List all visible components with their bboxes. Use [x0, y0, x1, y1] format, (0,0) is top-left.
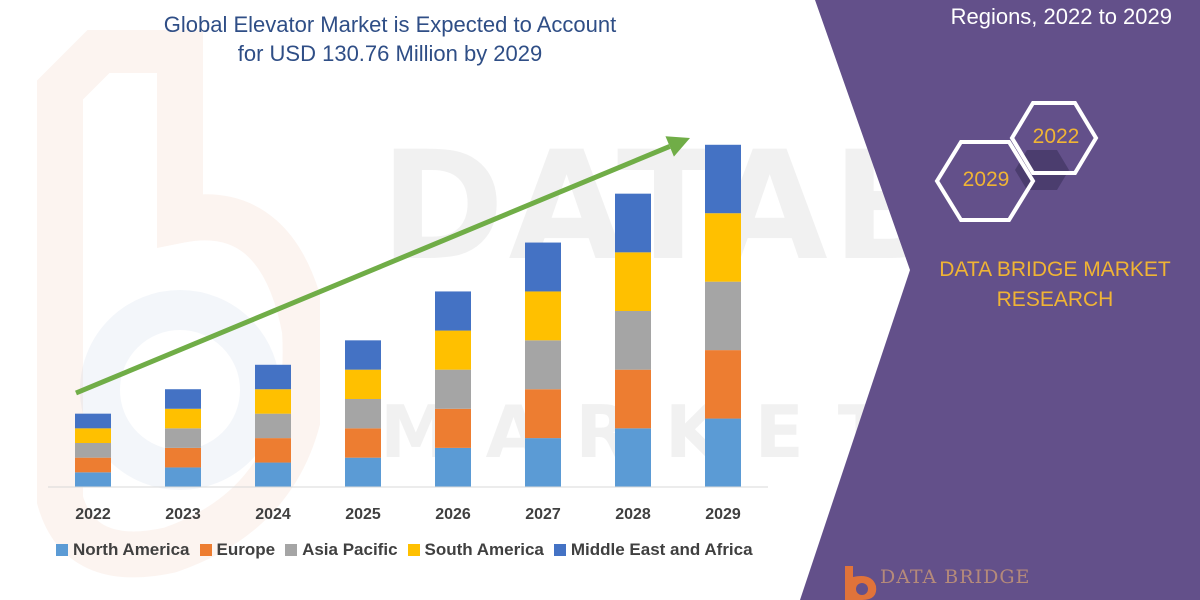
bar-2026-middle-east-and-africa: [435, 291, 471, 331]
bar-2028-asia-pacific: [615, 311, 651, 370]
bar-2028-south-america: [615, 252, 651, 311]
bar-2024-middle-east-and-africa: [255, 364, 291, 390]
bar-2029-europe: [705, 350, 741, 419]
bar-2028-middle-east-and-africa: [615, 193, 651, 253]
legend-item-asia-pacific: Asia Pacific: [285, 540, 398, 560]
bar-2026-europe: [435, 408, 471, 448]
bar-2027-middle-east-and-africa: [525, 242, 561, 292]
trend-arrow-layer: [75, 136, 690, 396]
bar-2026-asia-pacific: [435, 369, 471, 409]
bar-2029-asia-pacific: [705, 281, 741, 351]
legend-swatch: [285, 544, 298, 556]
bar-2025-europe: [345, 428, 381, 458]
hexagon-2022-shape: [1009, 101, 1099, 175]
bar-2028-europe: [615, 369, 651, 429]
legend-item-europe: Europe: [199, 540, 276, 560]
x-tick-2028: 2028: [615, 506, 651, 523]
x-tick-2023: 2023: [165, 506, 201, 523]
trend-arrow-line: [75, 144, 671, 396]
x-tick-2022: 2022: [75, 506, 111, 523]
bar-2027-south-america: [525, 291, 561, 341]
legend-label: North America: [73, 540, 190, 559]
bar-2025-asia-pacific: [345, 399, 381, 429]
bar-2023-europe: [165, 447, 201, 468]
chart-title: Global Elevator Market is Expected to Ac…: [120, 10, 660, 68]
bars-layer: [75, 144, 741, 487]
chart-legend: North America Europe Asia Pacific South Ame…: [56, 540, 763, 560]
bar-2025-south-america: [345, 369, 381, 399]
brand-line-2: RESEARCH: [996, 288, 1114, 311]
bar-2028-north-america: [615, 428, 651, 487]
bottom-logo-text: DATA BRIDGE: [880, 566, 1031, 588]
bar-2029-north-america: [705, 418, 741, 487]
brand-name: DATA BRIDGE MARKET RESEARCH: [920, 255, 1190, 315]
legend-item-north-america: North America: [56, 540, 190, 560]
hexagon-2029-shape: [934, 140, 1036, 222]
bar-2022-middle-east-and-africa: [75, 413, 111, 429]
bar-2026-north-america: [435, 447, 471, 487]
bar-2029-middle-east-and-africa: [705, 144, 741, 214]
x-tick-2026: 2026: [435, 506, 471, 523]
bar-2022-asia-pacific: [75, 443, 111, 458]
trend-arrow-head: [665, 136, 690, 157]
hexagon-2022-label: 2022: [1032, 125, 1080, 148]
chart-title-line-2: for USD 130.76 Million by 2029: [237, 41, 543, 66]
legend-swatch: [553, 544, 566, 556]
bar-2029-south-america: [705, 213, 741, 282]
bar-2025-middle-east-and-africa: [345, 340, 381, 370]
bar-2026-south-america: [435, 330, 471, 370]
legend-swatch: [407, 544, 420, 556]
x-tick-2029: 2029: [705, 506, 741, 523]
stacked-bar-chart: 2022 2023 2024 2025 2026 2027 2028 2029: [48, 136, 768, 523]
hexagon-2029-label: 2029: [962, 168, 1010, 191]
bar-2022-north-america: [75, 472, 111, 487]
bar-2027-north-america: [525, 438, 561, 487]
legend-item-middle-east-and-africa: Middle East and Africa: [553, 540, 753, 560]
legend-label: South America: [424, 540, 544, 559]
bar-2023-asia-pacific: [165, 428, 201, 448]
bar-2023-south-america: [165, 408, 201, 429]
x-ticks-layer: 2022 2023 2024 2025 2026 2027 2028 2029: [75, 506, 741, 523]
bar-2024-europe: [255, 438, 291, 463]
legend-label: Middle East and Africa: [570, 540, 753, 559]
bar-2024-asia-pacific: [255, 413, 291, 439]
bar-2023-middle-east-and-africa: [165, 389, 201, 409]
bar-2027-asia-pacific: [525, 340, 561, 390]
legend-item-south-america: South America: [407, 540, 544, 560]
legend-label: Europe: [216, 540, 276, 559]
bar-2024-north-america: [255, 462, 291, 487]
bar-2024-south-america: [255, 389, 291, 414]
chart-title-line-1: Global Elevator Market is Expected to Ac…: [163, 12, 617, 37]
legend-swatch: [199, 544, 212, 556]
brand-line-1: DATA BRIDGE MARKET: [939, 258, 1171, 281]
x-tick-2024: 2024: [255, 506, 291, 523]
bar-2025-north-america: [345, 457, 381, 487]
legend-label: Asia Pacific: [302, 540, 398, 559]
bar-2027-europe: [525, 389, 561, 439]
panel-subtitle: Regions, 2022 to 2029: [950, 4, 1172, 29]
bar-2023-north-america: [165, 467, 201, 487]
x-tick-2027: 2027: [525, 506, 561, 523]
bar-2022-europe: [75, 457, 111, 473]
bar-2022-south-america: [75, 428, 111, 443]
legend-swatch: [56, 544, 68, 556]
x-tick-2025: 2025: [345, 506, 381, 523]
